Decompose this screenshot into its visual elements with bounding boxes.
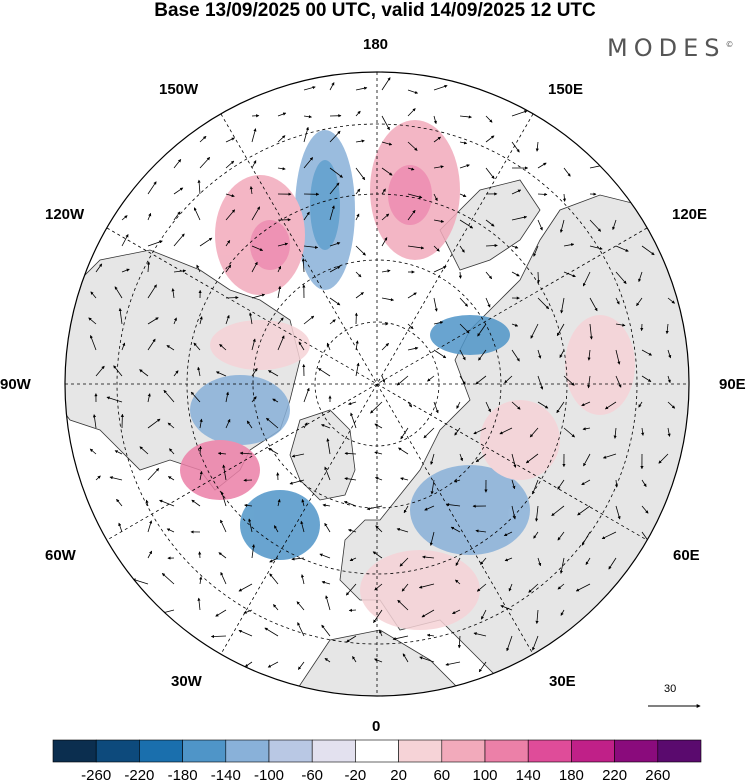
anomaly-negative-pacific-b-core — [310, 160, 340, 250]
colorbar-tick-label: 100 — [472, 767, 497, 784]
lon-label-0: 0 — [372, 718, 380, 735]
brand-mark: © — [725, 40, 733, 49]
colorbar-swatch — [485, 740, 528, 762]
colorbar-swatch — [96, 740, 139, 762]
lon-label-150e: 150E — [548, 81, 583, 98]
colorbar-tick-label: 60 — [433, 767, 450, 784]
wind-vector — [200, 552, 201, 558]
lon-label-90e: 90E — [719, 376, 746, 393]
wind-vector — [538, 194, 547, 195]
lon-label-60w: 60W — [45, 547, 76, 564]
anomaly-negative-canada — [190, 375, 290, 445]
anomaly-positive-europe — [360, 550, 480, 630]
colorbar-tick-label: -60 — [301, 767, 323, 784]
colorbar-tick-label: 140 — [516, 767, 541, 784]
colorbar-swatch — [226, 740, 269, 762]
colorbar-swatch — [312, 740, 355, 762]
colorbar — [53, 740, 701, 762]
colorbar-swatch — [355, 740, 398, 762]
map-title: Base 13/09/2025 00 UTC, valid 14/09/2025… — [0, 0, 750, 22]
colorbar-tick-label: -220 — [124, 767, 154, 784]
colorbar-tick-label: -140 — [211, 767, 241, 784]
colorbar-tick-label: 180 — [559, 767, 584, 784]
colorbar-swatch — [658, 740, 701, 762]
lon-label-90w: 90W — [0, 376, 31, 393]
colorbar-swatch — [139, 740, 182, 762]
lon-label-30w: 30W — [171, 673, 202, 690]
colorbar-tick-label: -180 — [168, 767, 198, 784]
colorbar-tick-label: 220 — [602, 767, 627, 784]
colorbar-swatch — [399, 740, 442, 762]
anomaly-positive-central-asia — [565, 315, 635, 415]
anomaly-positive-alaska-core — [250, 220, 290, 270]
lon-label-180: 180 — [363, 36, 388, 53]
wind-vector — [538, 272, 539, 283]
colorbar-tick-label: 20 — [390, 767, 407, 784]
lon-label-30e: 30E — [549, 673, 576, 690]
lon-label-150w: 150W — [159, 81, 198, 98]
anomaly-positive-kazakh — [480, 400, 560, 480]
anomaly-positive-arctic-canada — [210, 320, 310, 370]
lon-label-60e: 60E — [673, 547, 700, 564]
reference-vector-label: 30 — [664, 683, 676, 695]
colorbar-swatch — [528, 740, 571, 762]
anomaly-positive-labrador — [180, 440, 260, 500]
colorbar-swatch — [269, 740, 312, 762]
anomaly-negative-atlantic — [240, 490, 320, 560]
anomaly-negative-siberia — [430, 315, 510, 355]
wind-vector — [349, 610, 356, 611]
colorbar-tick-label: -20 — [345, 767, 367, 784]
colorbar-swatch — [183, 740, 226, 762]
colorbar-tick-label: 260 — [645, 767, 670, 784]
colorbar-tick-label: -100 — [254, 767, 284, 784]
lon-label-120w: 120W — [45, 206, 84, 223]
lon-label-120e: 120E — [672, 206, 707, 223]
brand-logo: MODES© — [607, 34, 733, 62]
colorbar-swatch — [615, 740, 658, 762]
colorbar-swatch — [53, 740, 96, 762]
colorbar-tick-label: -260 — [81, 767, 111, 784]
colorbar-swatch — [571, 740, 614, 762]
colorbar-swatch — [442, 740, 485, 762]
brand-text: MODES — [607, 34, 725, 62]
